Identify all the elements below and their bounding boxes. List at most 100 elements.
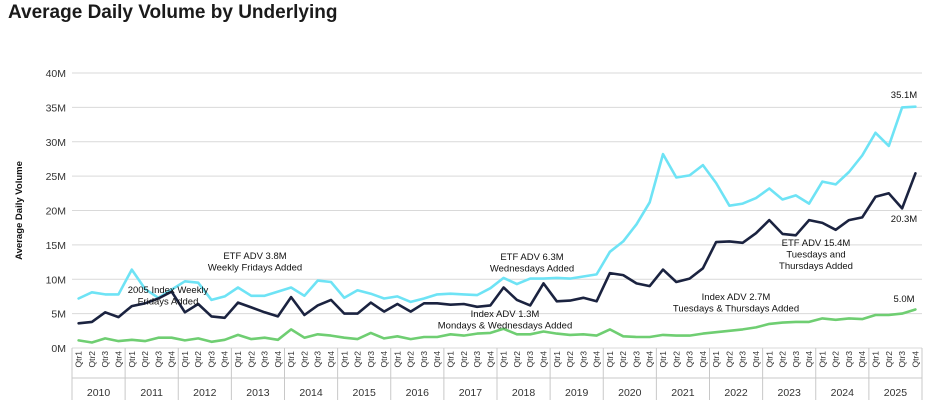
- x-quarter-label: Qtr1: [817, 351, 827, 368]
- x-quarter-label: Qtr1: [446, 351, 456, 368]
- x-quarter-label: Qtr2: [246, 351, 256, 368]
- y-axis-label: Average Daily Volume: [14, 161, 25, 260]
- x-year-label: 2013: [246, 387, 270, 399]
- x-year-label: 2025: [884, 387, 908, 399]
- x-quarter-label: Qtr3: [313, 351, 323, 368]
- y-tick-label: 35M: [46, 102, 66, 114]
- x-quarter-label: Qtr1: [871, 351, 881, 368]
- x-year-label: 2018: [512, 387, 536, 399]
- x-year-label: 2021: [671, 387, 695, 399]
- x-year-label: 2023: [778, 387, 802, 399]
- x-quarter-label: Qtr3: [578, 351, 588, 368]
- x-year-label: 2015: [353, 387, 377, 399]
- y-tick-label: 20M: [46, 206, 66, 218]
- y-tick-label: 40M: [46, 68, 66, 80]
- x-quarter-label: Qtr2: [299, 351, 309, 368]
- x-quarter-label: Qtr4: [485, 351, 495, 368]
- x-quarter-label: Qtr2: [724, 351, 734, 368]
- x-quarter-label: Qtr1: [74, 351, 84, 368]
- x-quarter-label: Qtr4: [751, 351, 761, 368]
- x-quarter-label: Qtr3: [472, 351, 482, 368]
- x-quarter-label: Qtr2: [512, 351, 522, 368]
- x-quarter-label: Qtr4: [857, 351, 867, 368]
- y-tick-label: 30M: [46, 137, 66, 149]
- x-quarter-label: Qtr4: [645, 351, 655, 368]
- x-quarter-label: Qtr4: [592, 351, 602, 368]
- x-quarter-label: Qtr4: [910, 351, 920, 368]
- annotation-label: Tuesdays & Thursdays Added: [673, 304, 799, 315]
- x-quarter-label: Qtr3: [100, 351, 110, 368]
- annotation-label: 5.0M: [893, 294, 914, 305]
- y-tick-label: 15M: [46, 240, 66, 252]
- x-quarter-label: Qtr4: [698, 351, 708, 368]
- x-quarter-label: Qtr2: [884, 351, 894, 368]
- annotation-label: Index ADV 1.3M: [471, 309, 540, 320]
- page-title: Average Daily Volume by Underlying: [8, 2, 338, 23]
- y-tick-label: 0M: [51, 343, 66, 355]
- x-quarter-label: Qtr1: [552, 351, 562, 368]
- x-year-label: 2017: [459, 387, 483, 399]
- x-quarter-label: Qtr4: [432, 351, 442, 368]
- annotation-label: ETF ADV 6.3M: [500, 252, 563, 263]
- x-quarter-label: Qtr4: [220, 351, 230, 368]
- x-quarter-label: Qtr1: [286, 351, 296, 368]
- x-year-label: 2014: [299, 387, 323, 399]
- x-quarter-label: Qtr2: [140, 351, 150, 368]
- x-quarter-label: Qtr2: [671, 351, 681, 368]
- x-quarter-label: Qtr3: [844, 351, 854, 368]
- x-quarter-label: Qtr3: [738, 351, 748, 368]
- x-quarter-label: Qtr2: [618, 351, 628, 368]
- x-quarter-label: Qtr1: [764, 351, 774, 368]
- x-quarter-label: Qtr4: [804, 351, 814, 368]
- x-year-label: 2016: [406, 387, 430, 399]
- x-quarter-label: Qtr1: [711, 351, 721, 368]
- annotation-label: Fridays Added: [138, 297, 199, 308]
- x-quarter-label: Qtr1: [180, 351, 190, 368]
- x-quarter-label: Qtr1: [658, 351, 668, 368]
- annotation-label: ETF ADV 3.8M: [223, 251, 286, 262]
- series-line-etf-adv: [77, 172, 917, 325]
- annotation-label: Wednesdays Added: [490, 264, 574, 275]
- x-quarter-label: Qtr2: [459, 351, 469, 368]
- annotation-label: Weekly Fridays Added: [208, 263, 302, 274]
- x-quarter-label: Qtr3: [206, 351, 216, 368]
- x-quarter-label: Qtr4: [538, 351, 548, 368]
- annotation-label: Tuesdays and: [786, 250, 845, 261]
- annotation-label: Thursdays Added: [779, 261, 853, 272]
- x-year-label: 2022: [724, 387, 748, 399]
- annotation-label: 35.1M: [891, 90, 917, 101]
- x-year-label: 2024: [831, 387, 855, 399]
- x-quarter-label: Qtr2: [193, 351, 203, 368]
- x-year-label: 2011: [140, 387, 163, 399]
- x-year-label: 2020: [618, 387, 642, 399]
- x-quarter-label: Qtr2: [353, 351, 363, 368]
- x-quarter-label: Qtr1: [392, 351, 402, 368]
- x-quarter-label: Qtr3: [260, 351, 270, 368]
- x-quarter-label: Qtr3: [791, 351, 801, 368]
- x-quarter-label: Qtr4: [379, 351, 389, 368]
- annotation-label: ETF ADV 15.4M: [782, 238, 851, 249]
- x-year-label: 2012: [193, 387, 217, 399]
- series-line-index-adv: [77, 308, 917, 344]
- annotation-label: Index ADV 2.7M: [702, 292, 771, 303]
- x-quarter-label: Qtr3: [631, 351, 641, 368]
- x-quarter-label: Qtr1: [127, 351, 137, 368]
- x-quarter-label: Qtr4: [113, 351, 123, 368]
- y-tick-label: 10M: [46, 274, 66, 286]
- x-quarter-label: Qtr3: [366, 351, 376, 368]
- annotation-label: 2005 Index Weekly: [128, 285, 209, 296]
- x-quarter-label: Qtr3: [525, 351, 535, 368]
- x-quarter-label: Qtr2: [778, 351, 788, 368]
- x-quarter-label: Qtr4: [167, 351, 177, 368]
- y-tick-label: 25M: [46, 171, 66, 183]
- x-quarter-label: Qtr1: [233, 351, 243, 368]
- x-quarter-label: Qtr2: [831, 351, 841, 368]
- x-quarter-label: Qtr3: [419, 351, 429, 368]
- x-quarter-label: Qtr3: [153, 351, 163, 368]
- x-quarter-label: Qtr4: [273, 351, 283, 368]
- x-quarter-label: Qtr3: [685, 351, 695, 368]
- x-quarter-label: Qtr1: [605, 351, 615, 368]
- x-quarter-label: Qtr2: [565, 351, 575, 368]
- annotation-label: Mondays & Wednesdays Added: [438, 321, 573, 332]
